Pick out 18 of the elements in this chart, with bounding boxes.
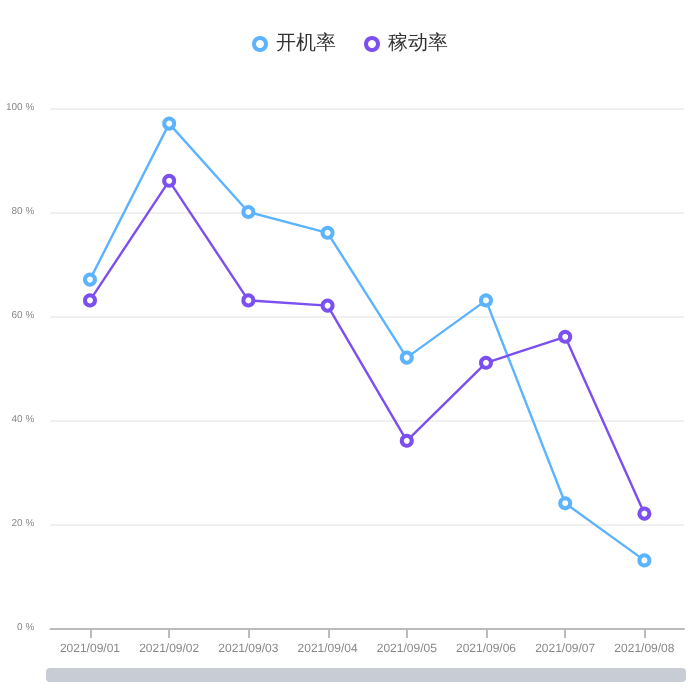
point — [320, 298, 335, 313]
point — [637, 553, 652, 568]
point — [558, 329, 573, 344]
point — [162, 173, 177, 188]
point — [479, 355, 493, 370]
point — [320, 225, 335, 240]
legend-label: 开机率 — [276, 31, 336, 55]
point — [479, 293, 493, 308]
point — [241, 293, 256, 308]
point — [82, 272, 97, 287]
point — [399, 433, 414, 448]
point — [82, 293, 97, 308]
legend-label: 稼动率 — [388, 31, 448, 55]
point — [637, 506, 652, 521]
point — [558, 496, 573, 511]
point — [162, 116, 177, 131]
point — [241, 205, 256, 219]
point — [399, 350, 414, 365]
